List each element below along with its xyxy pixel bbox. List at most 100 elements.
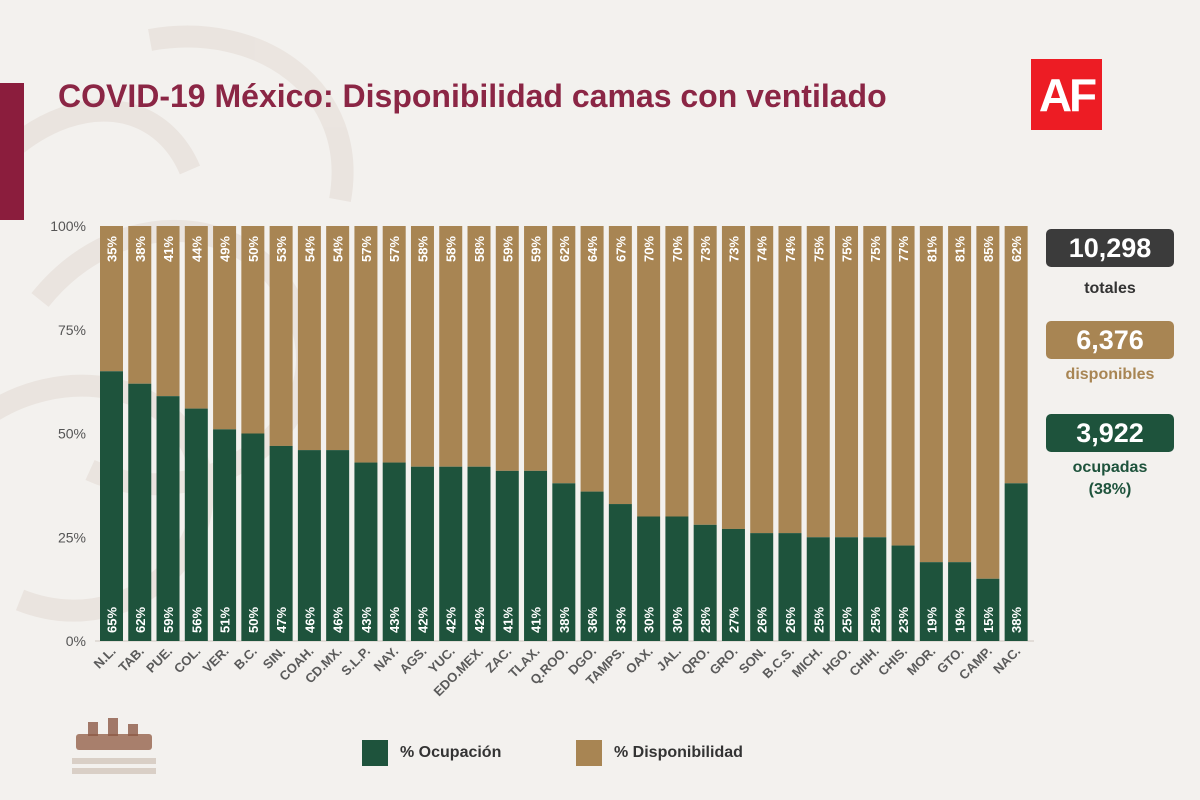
bar-disponibilidad <box>495 226 519 471</box>
data-label-ocupacion: 43% <box>387 607 402 633</box>
bar-disponibilidad <box>976 226 1000 579</box>
legend-label-ocupacion: % Ocupación <box>400 744 502 761</box>
bar-disponibilidad <box>778 226 802 534</box>
bar-disponibilidad <box>241 226 265 434</box>
bar-ocupacion <box>269 445 293 641</box>
data-label-ocupacion: 42% <box>472 607 487 633</box>
data-label-disponibilidad: 58% <box>444 236 459 262</box>
data-label-ocupacion: 30% <box>670 607 685 633</box>
bar-disponibilidad <box>269 226 293 446</box>
legend-swatch-disponibilidad <box>576 740 602 766</box>
disponibles-label: disponibles <box>1065 366 1155 383</box>
ocupadas-percent: (38%) <box>1088 481 1132 498</box>
data-label-ocupacion: 65% <box>105 607 120 633</box>
bar-disponibilidad <box>608 226 632 505</box>
data-label-disponibilidad: 41% <box>161 236 176 262</box>
bar-ocupacion <box>382 462 406 641</box>
data-label-ocupacion: 28% <box>698 607 713 633</box>
totales-label: totales <box>1084 280 1136 297</box>
data-label-disponibilidad: 81% <box>953 236 968 262</box>
data-label-disponibilidad: 77% <box>896 236 911 262</box>
data-label-ocupacion: 26% <box>755 607 770 633</box>
x-category-label: NAY. <box>371 644 402 675</box>
category-labels: N.L.TAB.PUE.COL.VER. B.C. SIN.COAH.CD.MX.S… <box>91 644 1024 700</box>
x-category-label: HGO. <box>820 644 854 678</box>
data-label-disponibilidad: 38% <box>133 236 148 262</box>
y-tick-label: 0% <box>66 633 86 649</box>
bar-ocupacion <box>580 491 604 641</box>
bar-ocupacion <box>919 562 943 641</box>
x-category-label: MOR. <box>904 644 939 679</box>
data-label-ocupacion: 59% <box>161 607 176 633</box>
data-label-ocupacion: 41% <box>500 607 515 633</box>
bar-disponibilidad <box>948 226 972 563</box>
data-label-ocupacion: 42% <box>444 607 459 633</box>
bar-ocupacion <box>608 504 632 641</box>
data-label-ocupacion: 27% <box>726 607 741 633</box>
bar-ocupacion <box>439 466 463 641</box>
y-axis: 0% 25% 50% 75% 100% <box>50 218 1034 649</box>
data-label-disponibilidad: 81% <box>924 236 939 262</box>
data-label-ocupacion: 41% <box>529 607 544 633</box>
data-label-disponibilidad: 70% <box>670 236 685 262</box>
bar-disponibilidad <box>1004 226 1028 484</box>
data-label-disponibilidad: 73% <box>698 236 713 262</box>
legend-disponibilidad: % Disponibilidad <box>576 740 743 766</box>
bar-ocupacion <box>835 537 859 641</box>
x-category-label: MICH. <box>789 644 826 681</box>
data-label-disponibilidad: 54% <box>331 236 346 262</box>
bars-group: 35% 65% 38% 62% 41% 59% 44% 56% 49% 51% 50% 50% 53% 4… <box>100 226 1028 641</box>
legend-label-disponibilidad: % Disponibilidad <box>614 744 743 761</box>
bar-disponibilidad <box>806 226 830 538</box>
data-label-ocupacion: 23% <box>896 607 911 633</box>
data-label-ocupacion: 56% <box>189 607 204 633</box>
data-label-ocupacion: 25% <box>811 607 826 633</box>
data-label-disponibilidad: 35% <box>105 236 120 262</box>
x-category-label: CHIH. <box>846 644 882 680</box>
bar-ocupacion <box>297 450 321 641</box>
left-accent-bar <box>0 83 24 220</box>
data-label-disponibilidad: 75% <box>811 236 826 262</box>
data-label-disponibilidad: 75% <box>840 236 855 262</box>
bar-disponibilidad <box>693 226 717 525</box>
data-label-ocupacion: 19% <box>924 607 939 633</box>
bar-disponibilidad <box>637 226 661 517</box>
government-seal-icon <box>72 718 156 774</box>
totales-value-box: 10,298 <box>1046 229 1174 267</box>
bar-ocupacion <box>1004 483 1028 641</box>
data-label-ocupacion: 25% <box>840 607 855 633</box>
bar-ocupacion <box>637 516 661 641</box>
data-label-disponibilidad: 64% <box>585 236 600 262</box>
data-label-disponibilidad: 70% <box>642 236 657 262</box>
bar-ocupacion <box>128 383 152 641</box>
bar-disponibilidad <box>382 226 406 463</box>
bar-ocupacion <box>213 429 237 641</box>
data-label-disponibilidad: 62% <box>557 236 572 262</box>
bar-disponibilidad <box>297 226 321 451</box>
stacked-bar-chart: 0% 25% 50% 75% 100% 35% 65% 38% 62% 41% 59% 44% 56%… <box>50 218 1034 700</box>
data-label-disponibilidad: 44% <box>189 236 204 262</box>
bar-ocupacion <box>806 537 830 641</box>
bar-disponibilidad <box>665 226 689 517</box>
bar-disponibilidad <box>100 226 123 372</box>
bar-ocupacion <box>410 466 434 641</box>
bar-disponibilidad <box>439 226 463 467</box>
legend-ocupacion: % Ocupación <box>362 740 501 766</box>
data-label-disponibilidad: 54% <box>302 236 317 262</box>
data-label-disponibilidad: 75% <box>868 236 883 262</box>
x-category-label: PUE. <box>143 644 175 676</box>
data-label-disponibilidad: 62% <box>1009 236 1024 262</box>
bar-disponibilidad <box>184 226 208 409</box>
bar-ocupacion <box>326 450 350 641</box>
data-label-disponibilidad: 74% <box>783 236 798 262</box>
bar-ocupacion <box>467 466 491 641</box>
data-label-ocupacion: 19% <box>953 607 968 633</box>
data-label-disponibilidad: 59% <box>529 236 544 262</box>
data-label-disponibilidad: 85% <box>981 236 996 262</box>
data-label-disponibilidad: 58% <box>472 236 487 262</box>
data-label-disponibilidad: 50% <box>246 236 261 262</box>
bar-ocupacion <box>552 483 576 641</box>
bar-ocupacion <box>750 533 774 641</box>
x-category-label: VER. <box>200 644 232 676</box>
bar-disponibilidad <box>354 226 378 463</box>
